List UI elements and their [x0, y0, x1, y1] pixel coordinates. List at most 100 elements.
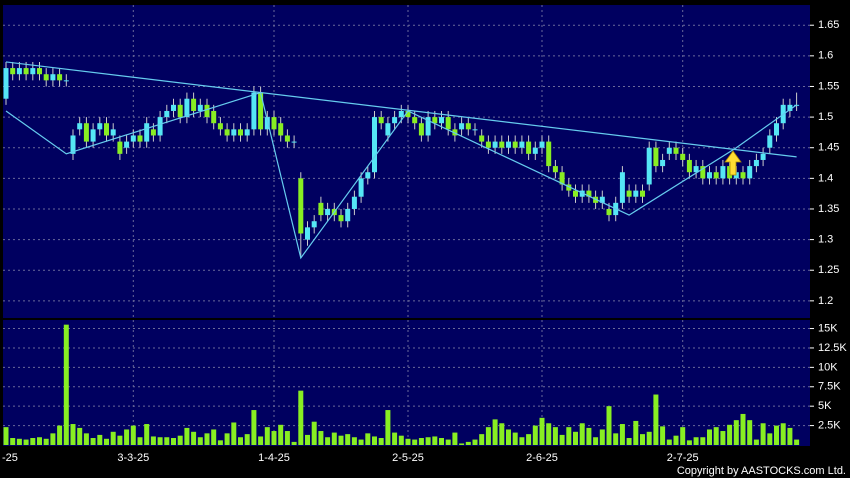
volume-bar [586, 427, 592, 445]
candle-body [740, 172, 746, 179]
candle-body [37, 68, 42, 75]
volume-bar [747, 420, 753, 445]
volume-bar [606, 406, 612, 445]
volume-bar [57, 425, 63, 445]
y-tick-label: 5K [818, 400, 832, 412]
volume-bar [633, 420, 639, 445]
candle-body [345, 208, 351, 222]
candle-body [83, 123, 89, 142]
x-tick-label: -25 [2, 452, 18, 464]
candle-body [747, 166, 753, 179]
candle-body [130, 135, 136, 142]
volume-bar [10, 438, 16, 445]
volume-bar [251, 410, 257, 445]
volume-panel [3, 320, 810, 446]
candle-body [305, 227, 310, 240]
volume-bar [217, 440, 223, 445]
candle-body [171, 104, 176, 111]
volume-bar [559, 434, 565, 445]
volume-bar [593, 437, 599, 445]
candle-body [372, 117, 377, 173]
volume-bar [646, 431, 652, 445]
volume-bar [318, 431, 324, 445]
candle-body [700, 166, 706, 179]
candle-body [150, 129, 156, 136]
candle-body [365, 172, 371, 179]
volume-bar [666, 439, 672, 445]
candle-body [418, 123, 424, 136]
volume-bar [37, 437, 42, 445]
candle-body [526, 141, 532, 154]
volume-bar [579, 423, 585, 445]
volume-bar [150, 436, 156, 445]
volume-bar [157, 437, 163, 445]
price-panel [3, 5, 810, 318]
volume-bar [110, 431, 116, 445]
volume-bar [171, 438, 176, 445]
volume-bar [124, 429, 130, 445]
candle-body [97, 123, 103, 130]
volume-bar [700, 437, 706, 445]
candle-body [70, 135, 76, 154]
candle-body [546, 141, 552, 167]
candle-body [666, 147, 672, 154]
volume-bar [351, 437, 357, 445]
candle-body [713, 172, 719, 179]
candle-body [465, 123, 471, 130]
candle-body [760, 153, 766, 160]
candle-body [439, 117, 444, 124]
volume-bar [526, 434, 532, 445]
candle-body [217, 123, 223, 130]
volume-bar [164, 437, 170, 445]
volume-bar [385, 410, 391, 445]
volume-bar [787, 427, 793, 445]
candle-body [57, 74, 63, 81]
volume-bar [599, 429, 605, 445]
candle-body [50, 74, 56, 81]
candle-body [767, 135, 773, 148]
volume-bar [211, 429, 217, 445]
candle-body [224, 129, 230, 136]
candle-body [774, 123, 779, 136]
volume-bar [224, 433, 230, 445]
layer: 1.2 1.25 1.3 1.35 1.4 1.45 1.5 1.55 1.6 1.65 2.5K 5… [2, 5, 847, 464]
volume-bar [204, 433, 210, 445]
signal-arrow [724, 150, 742, 176]
volume-bar [117, 435, 123, 445]
volume-bar [432, 436, 438, 445]
volume-bar [613, 433, 619, 445]
volume-bar [680, 427, 686, 445]
volume-bar [104, 438, 109, 445]
volume-bar [780, 423, 786, 445]
volume-bar [713, 427, 719, 445]
volume-bar [539, 417, 545, 445]
candle-body [707, 172, 712, 179]
candle-body [412, 117, 418, 124]
volume-bar [137, 437, 143, 445]
volume-bar [311, 421, 317, 445]
volume-bar [465, 441, 471, 445]
candle-body [586, 190, 592, 197]
volume-bar [338, 435, 344, 445]
candle-body [680, 153, 686, 160]
volume-bar [485, 427, 491, 445]
volume-bar [130, 425, 136, 445]
candle-body [211, 110, 217, 124]
volume-bar [43, 438, 49, 445]
candle-body [238, 129, 243, 136]
volume-bar [70, 424, 76, 445]
volume-bar [291, 441, 297, 445]
volume-bar [753, 439, 759, 445]
volume-bar [459, 443, 465, 445]
candle-body [378, 117, 384, 124]
candle-body [177, 104, 183, 118]
y-tick-label: 7.5K [818, 381, 841, 393]
candle-body [43, 74, 49, 81]
volume-bar [439, 438, 444, 445]
trend-line [5, 61, 797, 158]
y-tick-label: 1.3 [818, 234, 833, 246]
candle-body [251, 92, 257, 130]
candle-body [398, 110, 404, 118]
y-tick-label: 1.65 [818, 19, 839, 31]
